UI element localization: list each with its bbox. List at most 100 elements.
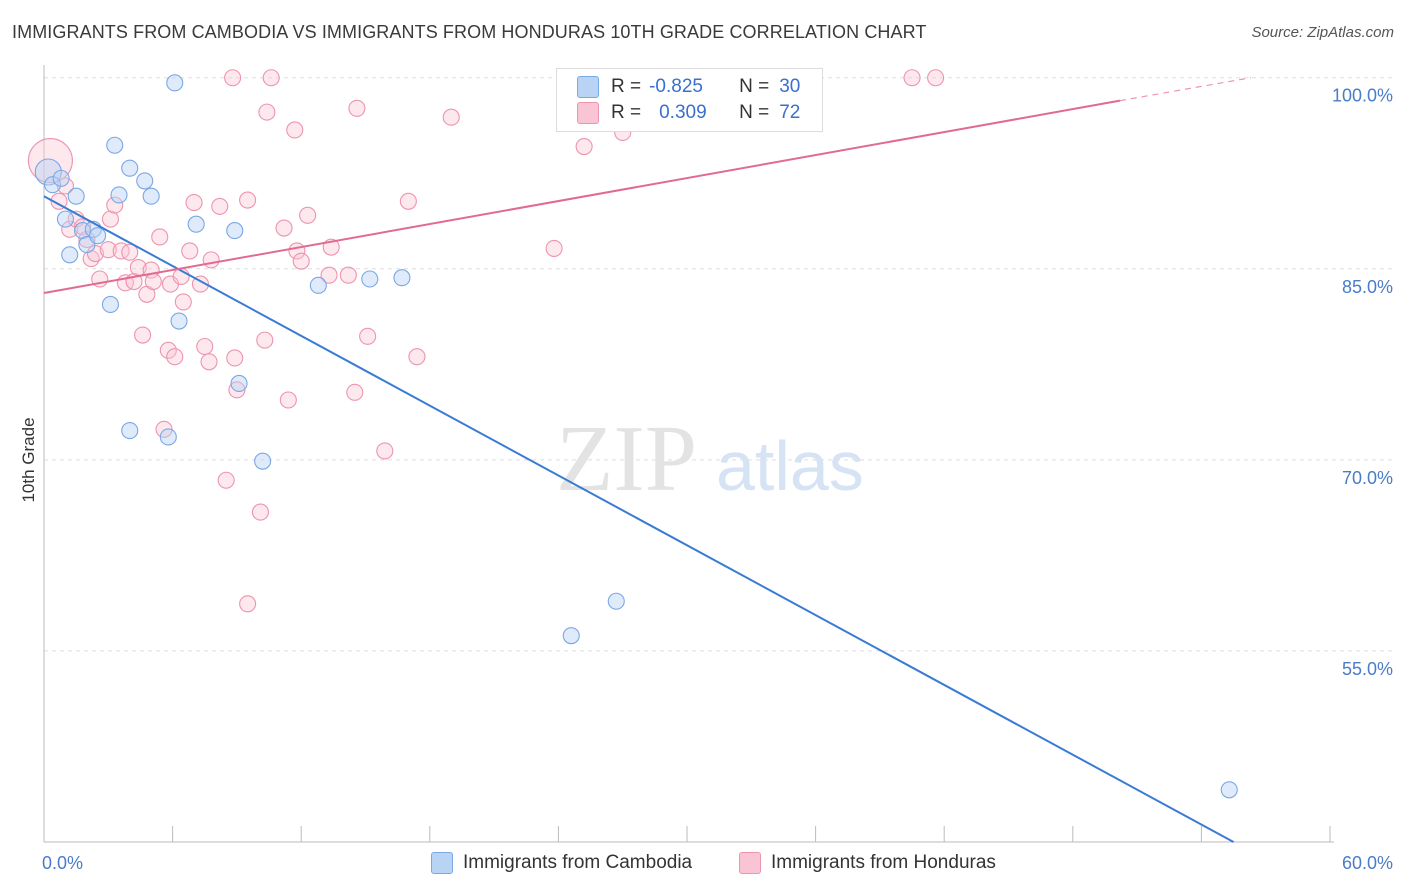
honduras-point: [226, 349, 244, 367]
cambodia-point: [230, 374, 248, 392]
honduras-point: [174, 293, 192, 311]
chart-title: IMMIGRANTS FROM CAMBODIA VS IMMIGRANTS F…: [12, 22, 927, 42]
honduras-point: [50, 192, 68, 210]
honduras-point: [200, 353, 218, 371]
honduras-point: [181, 242, 199, 260]
r-value-honduras: 0.309: [659, 102, 707, 123]
honduras-trend-extension: [1119, 77, 1251, 102]
honduras-point: [408, 348, 426, 366]
honduras-legend-swatch: [739, 852, 761, 874]
gridlines: [44, 77, 1392, 652]
cambodia-points: [34, 74, 1238, 799]
honduras-swatch: [577, 102, 599, 124]
y-axis-label: 10th Grade: [19, 417, 38, 502]
cambodia-point: [121, 159, 139, 177]
honduras-point: [61, 220, 79, 238]
tick-labels: 55.0% 70.0% 85.0% 100.0% 0.0% 60.0%: [42, 86, 1393, 873]
series-legend: Immigrants from Cambodia Immigrants from…: [0, 852, 1406, 878]
honduras-point: [74, 218, 92, 236]
honduras-point: [927, 69, 945, 87]
honduras-point: [376, 442, 394, 460]
honduras-point: [134, 326, 152, 344]
legend-row-honduras: R = 0.309 N = 72: [577, 100, 800, 126]
honduras-point: [185, 194, 203, 212]
cambodia-point: [56, 210, 74, 228]
honduras-point: [399, 192, 417, 210]
n-value-honduras: 72: [779, 102, 801, 123]
honduras-point: [545, 239, 563, 257]
honduras-point: [166, 348, 184, 366]
cambodia-point: [106, 136, 124, 154]
honduras-point: [339, 266, 357, 284]
honduras-point: [112, 242, 130, 260]
honduras-point: [224, 69, 242, 87]
legend-item-cambodia[interactable]: Immigrants from Cambodia: [431, 852, 692, 874]
cambodia-point: [110, 186, 128, 204]
legend-label-honduras: Immigrants from Honduras: [771, 852, 996, 873]
honduras-point: [202, 251, 220, 269]
watermark-atlas: atlas: [716, 427, 864, 505]
n-label: N =: [739, 76, 770, 97]
honduras-point: [101, 210, 119, 228]
cambodia-point: [393, 269, 411, 287]
source-label: Source: ZipAtlas.com: [1251, 24, 1394, 41]
n-label: N =: [739, 102, 770, 123]
honduras-point: [348, 99, 366, 117]
n-value-cambodia: 30: [779, 76, 801, 97]
legend-row-cambodia: R = -0.825 N = 30: [577, 74, 800, 100]
cambodia-point: [1220, 781, 1238, 799]
honduras-points: [27, 69, 945, 613]
x-tick-label: 60.0%: [1342, 853, 1393, 873]
honduras-point: [251, 503, 270, 521]
trend-lines: [43, 77, 1251, 843]
honduras-point: [159, 341, 177, 359]
cambodia-point: [136, 172, 154, 190]
cambodia-point: [187, 215, 205, 233]
cambodia-point: [562, 627, 580, 645]
y-tick-label: 85.0%: [1342, 277, 1393, 297]
cambodia-point: [89, 227, 107, 245]
honduras-point: [228, 381, 246, 399]
legend-item-honduras[interactable]: Immigrants from Honduras: [739, 852, 996, 874]
cambodia-point: [44, 176, 62, 194]
cambodia-point: [607, 592, 625, 610]
cambodia-point: [34, 158, 62, 186]
honduras-point: [359, 327, 377, 345]
r-label: R =: [611, 102, 642, 123]
honduras-point: [121, 243, 139, 261]
honduras-point: [144, 272, 162, 291]
honduras-point: [299, 206, 317, 224]
honduras-point: [217, 471, 235, 489]
cambodia-legend-swatch: [431, 852, 453, 874]
honduras-point: [239, 595, 257, 613]
honduras-point: [346, 383, 364, 401]
honduras-point: [106, 196, 124, 214]
cambodia-point: [170, 312, 188, 330]
honduras-point: [256, 331, 274, 349]
cambodia-point: [361, 270, 379, 288]
honduras-point: [86, 244, 104, 263]
y-tick-label: 55.0%: [1342, 659, 1393, 679]
honduras-point: [442, 108, 460, 126]
cambodia-point: [61, 246, 79, 264]
honduras-point: [99, 241, 117, 259]
x-tick-label: 0.0%: [42, 853, 83, 873]
cambodia-point: [121, 422, 139, 440]
legend-label-cambodia: Immigrants from Cambodia: [463, 852, 693, 873]
honduras-point: [239, 191, 257, 209]
honduras-point: [286, 121, 304, 139]
cambodia-trend-line: [43, 195, 1235, 843]
cambodia-point: [101, 295, 119, 314]
honduras-point: [320, 266, 338, 284]
honduras-point: [196, 337, 214, 356]
axes: [43, 65, 1334, 843]
y-tick-label: 70.0%: [1342, 468, 1393, 488]
honduras-point: [262, 69, 280, 87]
honduras-point: [575, 137, 593, 156]
cambodia-point: [254, 452, 272, 470]
honduras-point: [78, 230, 96, 249]
r-value-cambodia: -0.825: [649, 76, 703, 97]
honduras-point: [292, 252, 310, 270]
honduras-point: [258, 103, 276, 121]
honduras-point: [279, 391, 297, 409]
